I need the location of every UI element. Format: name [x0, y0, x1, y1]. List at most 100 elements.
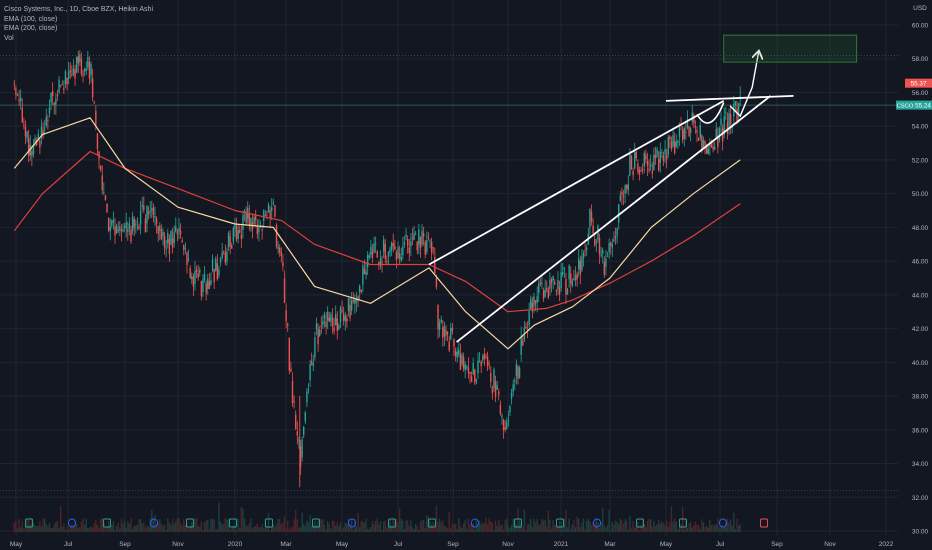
volume-bar	[544, 519, 546, 532]
volume-bar	[498, 519, 500, 532]
candle-body	[506, 422, 508, 429]
volume-bar	[21, 521, 23, 532]
candle-body	[85, 68, 87, 71]
event-marker	[556, 518, 564, 528]
volume-bar	[386, 526, 388, 532]
volume-bar	[552, 520, 554, 532]
candle-body	[213, 269, 215, 283]
candle-body	[613, 239, 615, 242]
volume-bar	[24, 522, 27, 532]
candle-body	[472, 363, 474, 375]
candle-body	[192, 276, 195, 287]
volume-bar	[502, 529, 505, 532]
volume-bar	[64, 529, 67, 532]
time-tick-label: Mar	[604, 541, 616, 548]
volume-bar	[293, 519, 295, 532]
volume-bar	[194, 518, 196, 532]
candle-body	[37, 134, 39, 140]
candle-body	[418, 229, 420, 245]
volume-bar	[659, 523, 661, 532]
candle-body	[712, 146, 714, 150]
last-price-text-green: 55.24	[915, 102, 931, 109]
candle-body	[311, 361, 313, 365]
volume-bar	[536, 518, 538, 532]
candle-body	[632, 170, 634, 176]
volume-bar	[528, 523, 530, 532]
candle-body	[515, 364, 518, 377]
volume-bar	[619, 518, 622, 532]
candle-body	[109, 227, 111, 232]
volume-bar	[362, 521, 364, 532]
volume-bar	[350, 520, 353, 532]
legend-symbol[interactable]: Cisco Systems, Inc., 1D, Cboe BZX, Heiki…	[4, 6, 153, 13]
candle-body	[107, 218, 110, 231]
volume-bar	[573, 519, 575, 532]
volume-bar	[203, 522, 206, 532]
candle-body	[474, 369, 476, 384]
candle-body	[445, 329, 447, 336]
candle-body	[374, 243, 377, 245]
legend-ema200[interactable]: EMA (200, close)	[4, 25, 58, 32]
volume-bar	[648, 518, 650, 532]
price-axis[interactable]: 30.00 32.00 34.00 36.00 38.00 40.00 42.00 44.00…	[912, 5, 929, 536]
volume-bar	[326, 521, 329, 532]
candle-body	[541, 283, 543, 285]
ema200-line	[13, 150, 741, 313]
candle-body	[562, 272, 564, 275]
candle-body	[689, 128, 692, 133]
volume-bar	[170, 525, 172, 532]
legend-vol[interactable]: Vol	[4, 34, 14, 42]
candle-body	[231, 245, 233, 249]
candle-body	[696, 129, 698, 133]
candle-body	[112, 220, 115, 223]
volume-bar	[258, 527, 260, 532]
volume-bar	[630, 527, 633, 532]
volume-bar	[135, 525, 137, 532]
candle-body	[673, 141, 676, 154]
volume-bar	[69, 526, 71, 532]
candle-body	[29, 145, 31, 156]
candle-body	[296, 431, 299, 436]
volume-bar	[570, 529, 572, 532]
volume-bar	[397, 522, 399, 532]
candle-body	[146, 205, 148, 224]
candle-body	[653, 154, 655, 171]
candle-body	[614, 236, 617, 239]
volume-bar	[287, 520, 289, 532]
candle-body	[453, 339, 455, 347]
volume-bar	[266, 525, 268, 532]
candle-body	[533, 296, 535, 307]
volume-bar	[339, 523, 342, 532]
candle-body	[317, 328, 319, 345]
volume-bar	[59, 505, 62, 532]
volume-bar	[414, 523, 417, 532]
volume-bar	[261, 523, 263, 532]
candle-body	[530, 298, 532, 309]
volume-bar	[271, 526, 273, 532]
candle-body	[39, 140, 41, 148]
volume-bar	[602, 507, 604, 532]
volume-bar	[259, 527, 262, 532]
volume-bar	[13, 522, 15, 532]
time-axis[interactable]: May Jul Sep Nov 2020 Mar May Jul Sep Nov 2021 Mar Ma…	[10, 541, 894, 548]
candle-body	[264, 215, 267, 217]
candle-body	[147, 211, 150, 215]
candle-body	[304, 412, 307, 422]
candle-body	[640, 170, 642, 172]
volume-bar	[101, 517, 103, 532]
volume-bar	[688, 523, 690, 532]
candle-body	[630, 155, 633, 169]
candle-body	[122, 229, 124, 232]
candle-body	[426, 240, 428, 252]
candle-body	[410, 241, 412, 247]
candle-body	[638, 170, 641, 175]
candle-body	[619, 195, 622, 201]
volume-bar	[477, 524, 479, 532]
volume-bar	[389, 520, 391, 532]
legend-ema100[interactable]: EMA (100, close)	[4, 15, 58, 23]
candle-body	[183, 244, 185, 251]
candle-body	[205, 283, 207, 294]
moving-averages	[13, 117, 741, 350]
